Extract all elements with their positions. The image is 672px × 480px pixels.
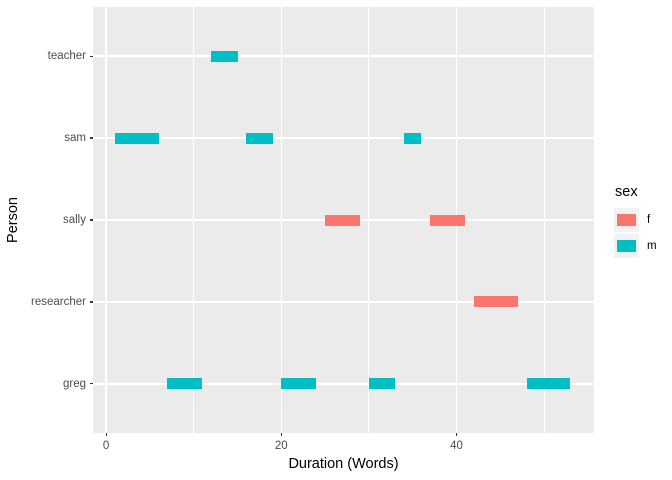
x-tick-label-20: 20 (274, 440, 288, 452)
segment-sally (325, 214, 361, 226)
legend-key-m (614, 234, 639, 258)
legend-swatch-m (617, 240, 636, 252)
legend-label-m: m (647, 240, 657, 252)
x-tick-label-40: 40 (450, 440, 463, 452)
segment-sally (430, 214, 466, 226)
gridline-major-y-teacher (93, 55, 594, 57)
plot-panel (93, 7, 594, 433)
y-tick-mark-researcher (90, 301, 93, 303)
y-tick-mark-sally (90, 219, 93, 221)
x-tick-mark-0 (105, 433, 107, 436)
legend-key-f (614, 208, 639, 232)
segment-greg (167, 378, 203, 390)
legend-title: sex (615, 184, 638, 200)
y-tick-mark-teacher (90, 55, 93, 57)
y-tick-label-sam: sam (64, 132, 86, 145)
y-tick-mark-sam (90, 137, 93, 139)
x-tick-mark-40 (455, 433, 458, 436)
segment-greg (281, 378, 317, 390)
legend-swatch-f (617, 214, 636, 226)
gridline-major-y-sam (93, 137, 594, 139)
segment-sam (114, 132, 159, 144)
segment-greg (526, 378, 571, 390)
y-tick-mark-greg (90, 383, 93, 385)
y-tick-label-teacher: teacher (47, 50, 86, 63)
segment-teacher (211, 50, 238, 62)
segment-researcher (474, 296, 518, 308)
legend-label-f: f (647, 214, 651, 226)
segment-sam (403, 132, 422, 144)
gridline-major-y-researcher (93, 301, 594, 303)
segment-sam (246, 132, 273, 144)
legend-entry-m: m (614, 234, 657, 258)
gridline-major-y-greg (93, 383, 594, 385)
x-tick-mark-20 (280, 433, 282, 436)
y-tick-label-researcher: researcher (31, 295, 86, 308)
y-tick-label-greg: greg (62, 377, 86, 390)
legend-entry-f: f (614, 208, 657, 232)
x-axis-title: Duration (Words) (288, 456, 399, 472)
x-tick-label-0: 0 (102, 440, 110, 452)
y-tick-label-sally: sally (62, 214, 86, 226)
segment-greg (368, 378, 396, 390)
